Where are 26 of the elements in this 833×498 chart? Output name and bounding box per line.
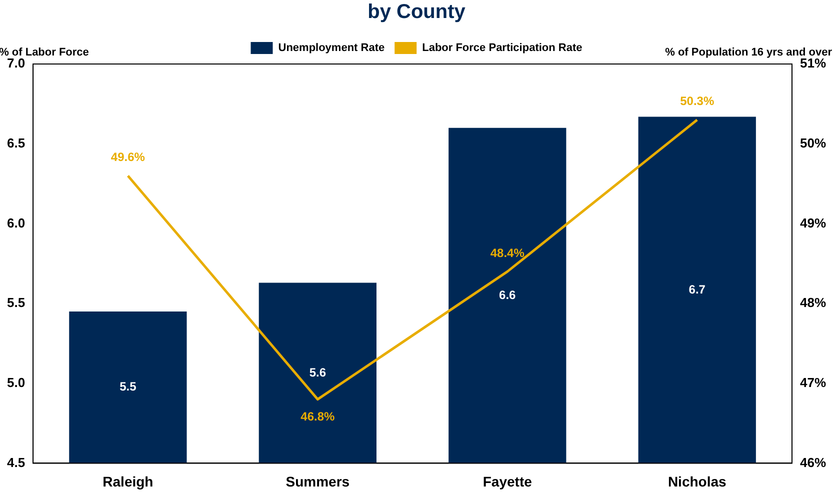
data-label: 6.6 [499, 288, 516, 302]
y2-tick-label: 49% [800, 215, 826, 230]
x-tick-label: Summers [286, 473, 350, 490]
y-tick-label: 5.5 [6, 295, 26, 310]
data-label: 5.6 [309, 365, 326, 380]
y-tick-label: 6.0 [6, 215, 26, 230]
y-tick-label: 5.0 [6, 374, 26, 390]
data-label: 5.5 [120, 380, 137, 394]
legend-label: Unemployment Rate [278, 42, 385, 54]
x-tick-label: Raleigh [102, 473, 154, 490]
y2-tick-label: 46% [800, 454, 826, 470]
y2-tick-label: 47% [800, 374, 826, 390]
x-tick-label: Fayette [482, 473, 532, 490]
data-label: 46.8% [300, 410, 336, 424]
data-label: 50.3% [680, 94, 714, 108]
y2-tick-label: 50% [800, 135, 826, 150]
data-label: 6.7 [688, 282, 706, 296]
data-label: 48.4% [490, 246, 525, 260]
y-tick-label: 7.0 [6, 56, 26, 71]
y-tick-label: 6.5 [6, 135, 26, 150]
chart-title: by County [366, 0, 466, 24]
y2-tick-label: 48% [800, 295, 826, 310]
data-label: 49.6% [110, 150, 146, 164]
legend-label: Labor Force Participation Rate [422, 42, 582, 54]
x-tick-label: Nicholas [668, 473, 727, 490]
y-tick-label: 4.5 [6, 454, 26, 470]
